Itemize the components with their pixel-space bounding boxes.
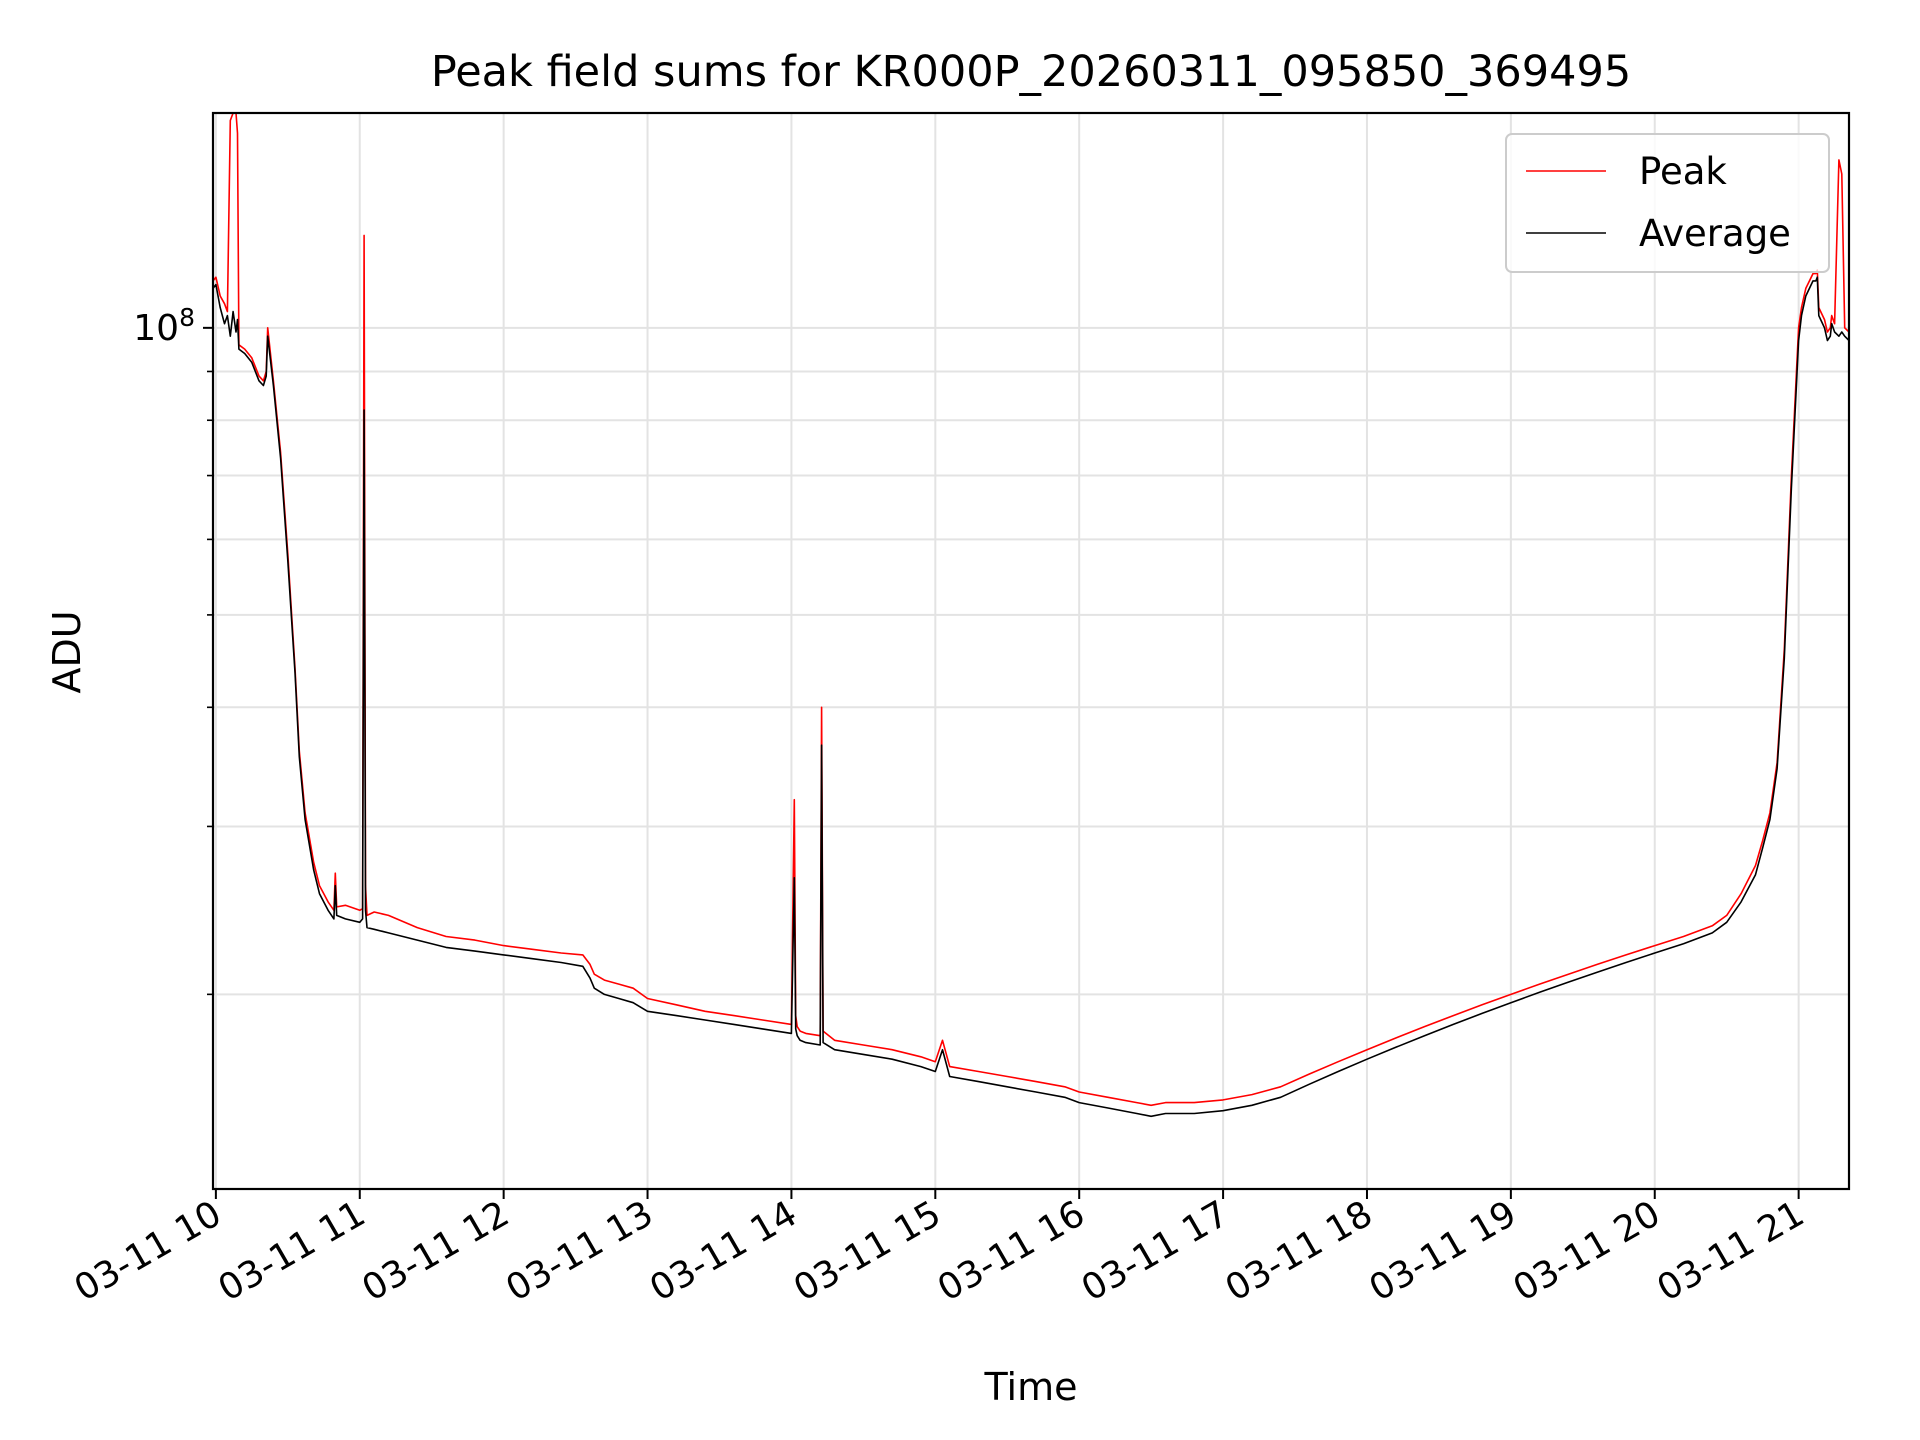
x-axis-label: Time <box>984 1365 1078 1409</box>
legend-label-peak: Peak <box>1639 150 1727 193</box>
grid <box>213 113 1849 1189</box>
plot-frame <box>211 111 1851 1191</box>
y-axis-label: ADU <box>45 610 89 693</box>
plot-lines <box>212 112 1850 1118</box>
legend-label-average: Average <box>1639 212 1791 255</box>
chart-title: Peak field sums for KR000P_20260311_0958… <box>431 47 1631 97</box>
legend: Peak Average <box>1505 133 1830 273</box>
y-tick-label: 108 <box>133 303 195 349</box>
series-line-average <box>212 276 1850 1118</box>
y-axis: 108 <box>133 303 213 996</box>
legend-box <box>1505 133 1830 273</box>
